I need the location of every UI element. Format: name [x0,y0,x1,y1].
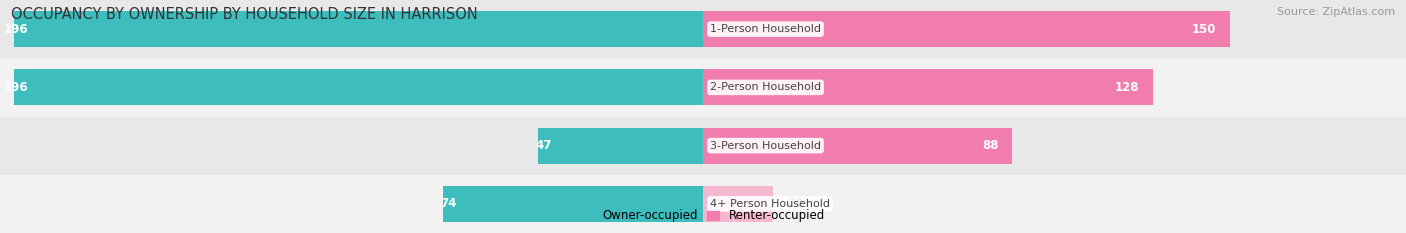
Bar [703,128,1012,164]
Bar [14,69,703,105]
Text: 88: 88 [981,139,998,152]
Bar [537,128,703,164]
Text: OCCUPANCY BY OWNERSHIP BY HOUSEHOLD SIZE IN HARRISON: OCCUPANCY BY OWNERSHIP BY HOUSEHOLD SIZE… [11,7,478,22]
Bar [703,116,1406,175]
Text: 1-Person Household: 1-Person Household [710,24,821,34]
Bar [0,175,703,233]
Bar [703,0,1406,58]
Text: 20: 20 [787,197,804,210]
Text: 47: 47 [536,139,551,152]
Text: Source: ZipAtlas.com: Source: ZipAtlas.com [1277,7,1395,17]
Bar [443,186,703,222]
Legend: Owner-occupied, Renter-occupied: Owner-occupied, Renter-occupied [576,205,830,227]
Bar [703,175,1406,233]
Bar [0,116,703,175]
Text: 196: 196 [3,23,28,36]
Text: 2-Person Household: 2-Person Household [710,82,821,92]
Bar [703,186,773,222]
Text: 74: 74 [440,197,457,210]
Bar [0,0,703,58]
Bar [703,58,1406,116]
Text: 196: 196 [3,81,28,94]
Text: 4+ Person Household: 4+ Person Household [710,199,830,209]
Bar [0,58,703,116]
Bar [703,11,1230,47]
Text: 128: 128 [1115,81,1139,94]
Bar [703,69,1153,105]
Text: 150: 150 [1192,23,1216,36]
Text: 3-Person Household: 3-Person Household [710,141,821,151]
Bar [14,11,703,47]
